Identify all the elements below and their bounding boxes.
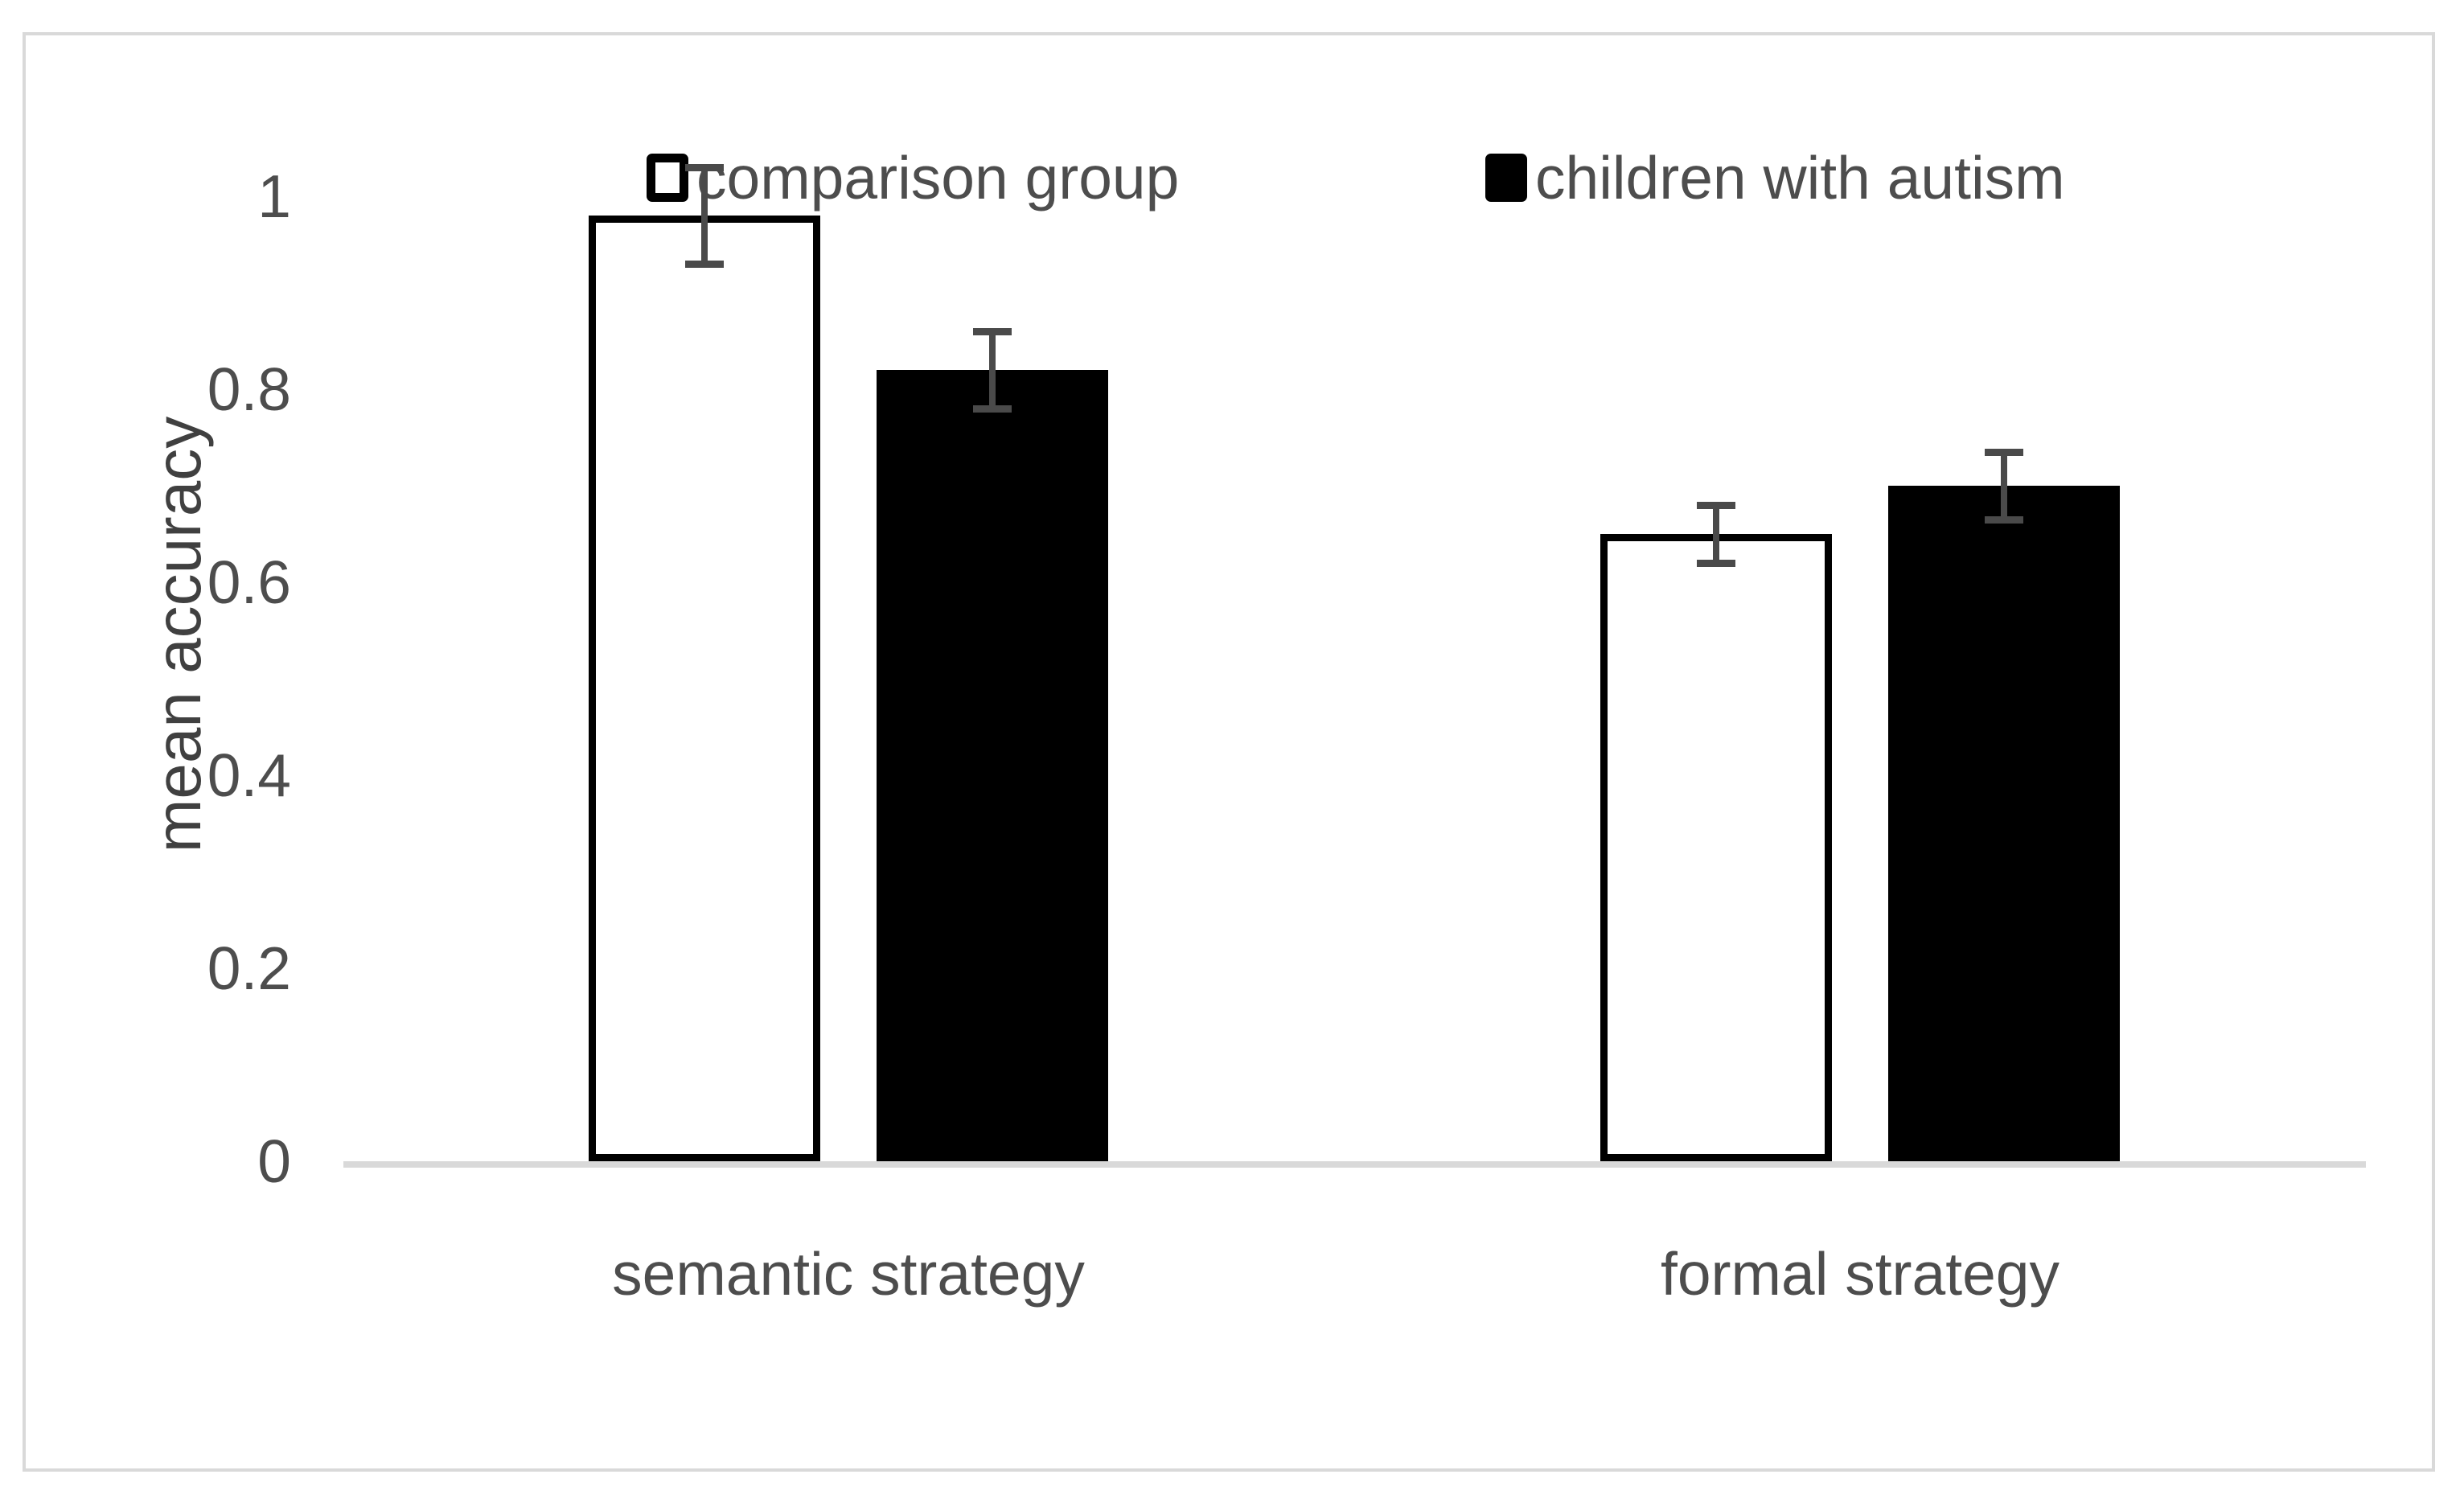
- legend-item-comparison-group: comparison group: [647, 146, 1179, 210]
- bar-comparison-group-semantic-strategy: [589, 216, 820, 1161]
- x-category-label-semantic-strategy: semantic strategy: [612, 1240, 1085, 1308]
- bar-children-with-autism-semantic-strategy: [877, 370, 1108, 1161]
- error-bar-line-comparison-group-semantic-strategy: [701, 167, 708, 264]
- error-bar-cap-top-children-with-autism-formal-strategy: [1985, 448, 2023, 456]
- error-bar-cap-top-comparison-group-semantic-strategy: [685, 163, 724, 171]
- y-tick-label-0.8: 0.8: [207, 355, 291, 423]
- legend-swatch-children-with-autism: [1485, 154, 1527, 202]
- legend-label-comparison-group: comparison group: [696, 144, 1180, 212]
- y-tick-label-0.6: 0.6: [207, 548, 291, 616]
- plot-area: 0 0.2 0.4 0.6 0.8 1 semantic strategy formal st…: [26, 35, 2432, 1468]
- x-category-label-formal-strategy: formal strategy: [1661, 1240, 2059, 1308]
- x-axis-line: [343, 1161, 2366, 1168]
- y-tick-label-0: 0: [257, 1127, 291, 1195]
- error-bar-cap-top-children-with-autism-semantic-strategy: [973, 327, 1012, 335]
- legend-label-children-with-autism: children with autism: [1535, 144, 2065, 212]
- error-bar-line-children-with-autism-formal-strategy: [2001, 452, 2007, 520]
- y-tick-label-0.4: 0.4: [207, 741, 291, 809]
- error-bar-cap-bottom-comparison-group-formal-strategy: [1697, 559, 1735, 567]
- bar-comparison-group-formal-strategy: [1600, 534, 1832, 1161]
- error-bar-cap-bottom-children-with-autism-semantic-strategy: [973, 405, 1012, 413]
- bar-children-with-autism-formal-strategy: [1888, 486, 2120, 1161]
- error-bar-cap-bottom-comparison-group-semantic-strategy: [685, 260, 724, 268]
- y-tick-label-1: 1: [257, 162, 291, 230]
- error-bar-line-comparison-group-formal-strategy: [1713, 505, 1719, 563]
- chart-frame: comparison group children with autism me…: [23, 32, 2435, 1472]
- error-bar-line-children-with-autism-semantic-strategy: [989, 331, 996, 409]
- error-bar-cap-bottom-children-with-autism-formal-strategy: [1985, 515, 2023, 524]
- error-bar-cap-top-comparison-group-formal-strategy: [1697, 501, 1735, 509]
- legend-swatch-comparison-group: [647, 154, 688, 202]
- legend-item-children-with-autism: children with autism: [1485, 146, 2065, 210]
- y-tick-label-0.2: 0.2: [207, 934, 291, 1002]
